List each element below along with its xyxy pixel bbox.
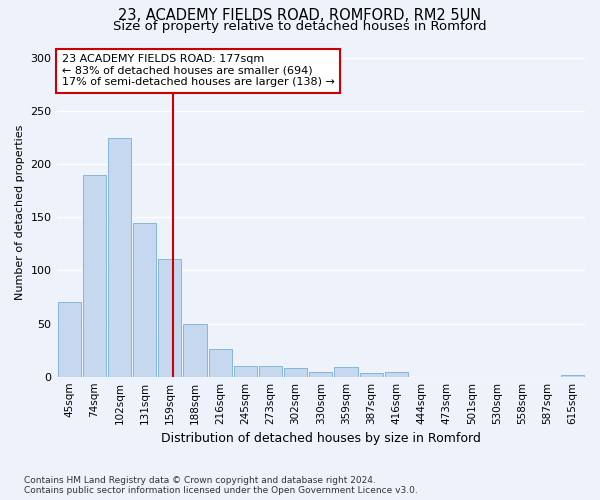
Bar (385, 372, 408, 376)
Bar (284, 368, 307, 376)
Bar (259, 366, 282, 376)
Bar (334, 367, 358, 376)
Text: 23, ACADEMY FIELDS ROAD, ROMFORD, RM2 5UN: 23, ACADEMY FIELDS ROAD, ROMFORD, RM2 5U… (118, 8, 482, 22)
Bar (184, 324, 206, 376)
Bar (83, 175, 106, 376)
Bar (133, 222, 156, 376)
Bar (209, 349, 232, 376)
Bar (561, 374, 584, 376)
Bar (158, 259, 181, 376)
Bar (58, 302, 80, 376)
X-axis label: Distribution of detached houses by size in Romford: Distribution of detached houses by size … (161, 432, 481, 445)
Text: Size of property relative to detached houses in Romford: Size of property relative to detached ho… (113, 20, 487, 33)
Text: 23 ACADEMY FIELDS ROAD: 177sqm
← 83% of detached houses are smaller (694)
17% of: 23 ACADEMY FIELDS ROAD: 177sqm ← 83% of … (62, 54, 335, 88)
Text: Contains HM Land Registry data © Crown copyright and database right 2024.
Contai: Contains HM Land Registry data © Crown c… (24, 476, 418, 495)
Bar (234, 366, 257, 376)
Bar (309, 372, 332, 376)
Bar (108, 138, 131, 376)
Bar (359, 374, 383, 376)
Y-axis label: Number of detached properties: Number of detached properties (15, 124, 25, 300)
